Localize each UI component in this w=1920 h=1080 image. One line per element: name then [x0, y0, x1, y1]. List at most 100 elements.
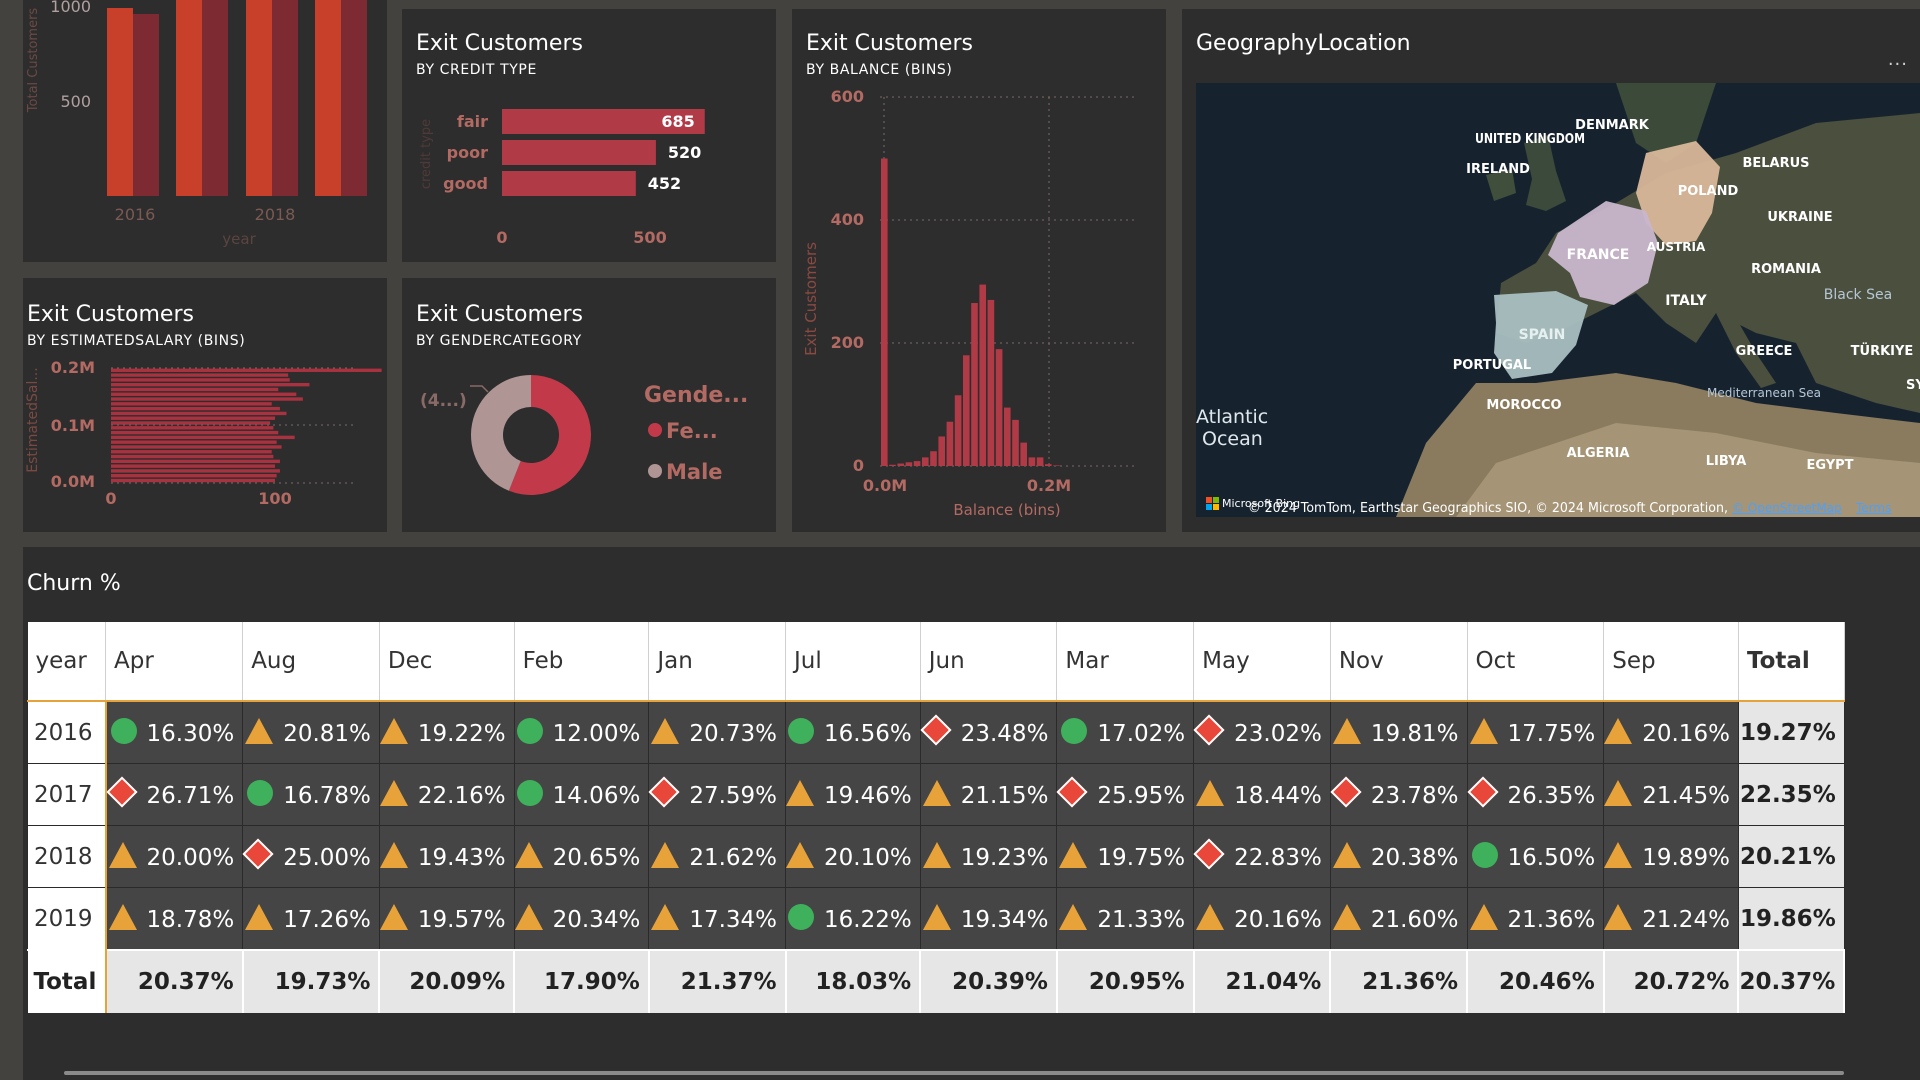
legend-item-male[interactable]: Male	[666, 460, 723, 484]
balance-bin-bar[interactable]	[1053, 465, 1060, 466]
country-france[interactable]	[1548, 201, 1658, 305]
balance-bin-bar[interactable]	[938, 436, 945, 466]
salary-bin-bar[interactable]	[111, 368, 382, 372]
osm-link[interactable]: © OpenStreetMap	[1732, 501, 1842, 515]
matrix-cell[interactable]: 17.02%	[1056, 700, 1195, 764]
salary-bin-bar[interactable]	[111, 402, 272, 406]
matrix-cell[interactable]: 20.81%	[242, 700, 380, 764]
salary-bin-bar[interactable]	[111, 469, 280, 473]
matrix-cell[interactable]: 16.56%	[785, 700, 921, 764]
matrix-cell[interactable]: 19.46%	[785, 763, 921, 826]
matrix-cell[interactable]: 20.34%	[513, 887, 650, 951]
horizontal-scrollbar[interactable]	[64, 1071, 1844, 1075]
matrix-cell[interactable]: 22.83%	[1193, 825, 1331, 888]
column-total-cell[interactable]: 21.36%	[1330, 949, 1469, 1013]
donut-slice-female[interactable]	[508, 375, 591, 495]
salary-bin-bar[interactable]	[111, 474, 277, 478]
row-header-year[interactable]: 2017	[27, 763, 107, 826]
salary-bin-bar[interactable]	[111, 373, 289, 377]
column-header-sep[interactable]: Sep	[1603, 622, 1739, 702]
legend-item-female[interactable]: Fe...	[666, 419, 718, 443]
matrix-cell[interactable]: 20.00%	[104, 825, 244, 888]
matrix-cell[interactable]: 20.16%	[1193, 887, 1331, 951]
credit-bar-poor[interactable]	[502, 140, 656, 165]
row-total-cell[interactable]: 20.21%	[1737, 825, 1845, 888]
country-germany[interactable]	[1636, 141, 1720, 245]
salary-bin-bar[interactable]	[111, 430, 279, 435]
matrix-cell[interactable]: 19.23%	[919, 825, 1058, 888]
matrix-cell[interactable]: 19.43%	[378, 825, 515, 888]
column-total-cell[interactable]: 20.46%	[1467, 949, 1605, 1013]
column-header-oct[interactable]: Oct	[1467, 622, 1605, 702]
matrix-cell[interactable]: 12.00%	[513, 700, 650, 764]
row-total-cell[interactable]: 22.35%	[1737, 763, 1845, 826]
column-header-dec[interactable]: Dec	[379, 622, 515, 702]
matrix-cell[interactable]: 21.60%	[1329, 887, 1468, 951]
balance-bin-bar[interactable]	[881, 158, 888, 467]
matrix-cell[interactable]: 21.24%	[1603, 887, 1739, 951]
matrix-cell[interactable]: 16.22%	[785, 887, 921, 951]
column-header-mar[interactable]: Mar	[1056, 622, 1195, 702]
matrix-cell[interactable]: 23.78%	[1329, 763, 1468, 826]
matrix-cell[interactable]: 18.78%	[104, 887, 244, 951]
balance-bin-bar[interactable]	[1036, 457, 1044, 466]
row-total-cell[interactable]: 19.27%	[1737, 700, 1845, 764]
row-total-cell[interactable]: 19.86%	[1737, 887, 1845, 951]
column-header-jul[interactable]: Jul	[785, 622, 921, 702]
matrix-cell[interactable]: 20.38%	[1329, 825, 1468, 888]
matrix-cell[interactable]: 16.50%	[1466, 825, 1605, 888]
column-header-year[interactable]: year	[27, 622, 106, 702]
column-total-cell[interactable]: 21.37%	[648, 949, 787, 1013]
balance-bin-bar[interactable]	[889, 464, 896, 466]
salary-bin-bar[interactable]	[111, 459, 280, 464]
matrix-cell[interactable]: 21.62%	[648, 825, 787, 888]
balance-bin-bar[interactable]	[905, 462, 913, 466]
matrix-cell[interactable]: 19.57%	[378, 887, 515, 951]
salary-bin-bar[interactable]	[111, 435, 295, 440]
column-total-cell[interactable]: 18.03%	[785, 949, 922, 1013]
matrix-cell[interactable]: 21.33%	[1056, 887, 1195, 951]
column-total-cell[interactable]: 20.37%	[1738, 949, 1846, 1013]
balance-bin-bar[interactable]	[1012, 419, 1019, 466]
salary-bin-bar[interactable]	[111, 440, 277, 444]
column-header-aug[interactable]: Aug	[242, 622, 380, 702]
matrix-cell[interactable]: 19.34%	[919, 887, 1058, 951]
column-total-cell[interactable]: 17.90%	[514, 949, 650, 1013]
column-total-cell[interactable]: 19.73%	[242, 949, 381, 1013]
matrix-cell[interactable]: 19.75%	[1056, 825, 1195, 888]
salary-bin-bar[interactable]	[111, 406, 280, 411]
matrix-cell[interactable]: 21.15%	[919, 763, 1058, 826]
balance-bin-bar[interactable]	[913, 461, 921, 466]
column-header-total[interactable]: Total	[1738, 622, 1845, 702]
row-header-year[interactable]: 2016	[27, 700, 107, 764]
salary-bin-bar[interactable]	[111, 464, 275, 468]
salary-bin-bar[interactable]	[111, 392, 297, 396]
column-header-jan[interactable]: Jan	[648, 622, 787, 702]
matrix-cell[interactable]: 17.34%	[648, 887, 787, 951]
more-options-button[interactable]: ...	[1887, 49, 1908, 70]
salary-bin-bar[interactable]	[111, 378, 290, 382]
row-header-year[interactable]: 2019	[27, 887, 107, 951]
salary-bin-bar[interactable]	[111, 382, 310, 387]
matrix-cell[interactable]: 26.71%	[104, 763, 244, 826]
salary-bin-bar[interactable]	[111, 416, 275, 420]
matrix-cell[interactable]: 23.02%	[1193, 700, 1331, 764]
matrix-cell[interactable]: 26.35%	[1466, 763, 1605, 826]
column-total-cell[interactable]: 20.09%	[379, 949, 516, 1013]
balance-bin-bar[interactable]	[963, 355, 970, 466]
balance-bin-bar[interactable]	[987, 299, 995, 466]
matrix-cell[interactable]: 21.36%	[1466, 887, 1605, 951]
credit-bar-good[interactable]	[502, 171, 636, 196]
terms-link[interactable]: Terms	[1855, 501, 1891, 515]
matrix-cell[interactable]: 20.65%	[513, 825, 650, 888]
matrix-cell[interactable]: 19.81%	[1329, 700, 1468, 764]
column-total-cell[interactable]: 20.39%	[920, 949, 1058, 1013]
matrix-cell[interactable]: 25.00%	[242, 825, 380, 888]
salary-bin-bar[interactable]	[111, 411, 287, 416]
salary-bin-bar[interactable]	[111, 387, 279, 392]
balance-bin-bar[interactable]	[930, 451, 937, 466]
balance-bin-bar[interactable]	[979, 284, 986, 466]
balance-bin-bar[interactable]	[954, 395, 962, 466]
column-total-cell[interactable]: 20.95%	[1056, 949, 1195, 1013]
salary-bin-bar[interactable]	[111, 454, 274, 459]
